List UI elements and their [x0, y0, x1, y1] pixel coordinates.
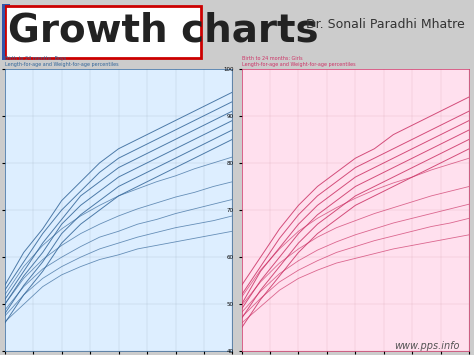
Text: Dr. Sonali Paradhi Mhatre: Dr. Sonali Paradhi Mhatre: [306, 18, 465, 31]
Text: www.pps.info: www.pps.info: [394, 342, 460, 351]
Text: Birth to 24 months: Boys
Length-for-age and Weight-for-age percentiles: Birth to 24 months: Boys Length-for-age …: [5, 56, 118, 67]
Text: WHO Growth charts: WHO Growth charts: [0, 12, 319, 50]
FancyBboxPatch shape: [2, 4, 10, 60]
Text: Birth to 24 months: Girls
Length-for-age and Weight-for-age percentiles: Birth to 24 months: Girls Length-for-age…: [242, 56, 355, 67]
FancyBboxPatch shape: [5, 6, 201, 59]
